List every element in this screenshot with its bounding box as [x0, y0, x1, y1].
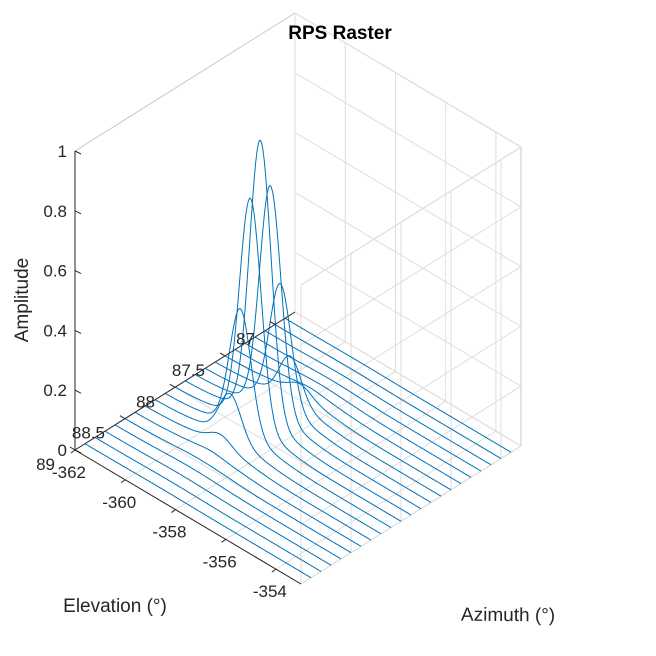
- y-tick-label: 87.5: [172, 361, 205, 380]
- x-gridline-floor: [124, 341, 346, 481]
- y-tick: [69, 446, 76, 451]
- chart-title: RPS Raster: [288, 23, 392, 44]
- x-tick: [271, 568, 277, 573]
- z-gridline-back: [294, 311, 522, 447]
- raster-trace: [274, 324, 502, 459]
- z-tick: [74, 210, 82, 215]
- z-tick: [74, 449, 82, 454]
- raster-trace: [224, 355, 452, 491]
- y-axis-label: Elevation (°): [63, 596, 167, 617]
- y-tick: [269, 321, 276, 325]
- x-tick: [171, 509, 176, 513]
- raster-trace: [104, 430, 332, 566]
- z-gridline-side: [300, 206, 522, 346]
- x-tick: [70, 449, 76, 454]
- z-tick: [74, 150, 82, 155]
- y-tick-label: 89: [36, 455, 55, 474]
- raster-trace: [164, 307, 392, 528]
- raster-trace: [284, 317, 512, 453]
- z-tick-label: 0.6: [43, 262, 67, 281]
- tick-labels: -362 -360 -358 -356 -354 87 87.5 88 88.5 890 0.2 0.…: [36, 142, 287, 601]
- x-tick-label: -358: [152, 523, 186, 542]
- grid-layer: [74, 12, 522, 585]
- raster-trace: [214, 355, 442, 497]
- z-tick: [74, 270, 82, 275]
- z-gridline-side: [300, 146, 522, 286]
- z-gridline-back: [294, 72, 522, 208]
- y-tick: [219, 352, 226, 357]
- raster-trace: [204, 282, 432, 503]
- raster-trace: [124, 418, 352, 554]
- x-tick: [221, 538, 226, 543]
- raster-trace: [234, 349, 462, 485]
- raster-trace: [84, 443, 312, 579]
- x-tick: [120, 479, 126, 484]
- x-tick-label: -362: [52, 463, 86, 482]
- z-gridline-side: [300, 266, 522, 406]
- x-tick-label: -356: [203, 552, 237, 571]
- y-tick-label: 87: [236, 330, 255, 349]
- z-gridline-side: [300, 325, 522, 465]
- x-gridline-floor: [175, 371, 396, 510]
- z-axis-label: Amplitude: [12, 258, 33, 343]
- z-tick-label: 1: [58, 142, 67, 161]
- z-tick: [74, 389, 82, 394]
- x-tick-label: -354: [253, 582, 287, 601]
- x-tick-label: -360: [102, 493, 136, 512]
- z-gridline-back: [294, 132, 522, 268]
- raster-trace: [134, 411, 362, 547]
- raster-trace: [244, 342, 472, 478]
- raster-trace: [144, 405, 372, 541]
- x-axis-label: Azimuth (°): [461, 605, 555, 627]
- raster-trace: [94, 436, 322, 572]
- y-axis-line: [74, 311, 296, 451]
- z-tick-label: 0.4: [43, 321, 67, 340]
- y-tick: [169, 383, 176, 388]
- y-tick-label: 88.5: [72, 424, 105, 443]
- z-tick-label: 0.2: [43, 381, 67, 400]
- z-gridline-back: [294, 12, 522, 148]
- raster-trace: [174, 197, 402, 522]
- z-gridline-back: [294, 191, 522, 327]
- box-edge: [74, 12, 296, 152]
- raster-trace: [264, 330, 492, 466]
- z-tick-label: 0.8: [43, 202, 67, 221]
- z-gridline-side: [300, 385, 522, 525]
- raster-trace: [114, 424, 342, 560]
- y-tick-label: 88: [136, 392, 155, 411]
- y-tick: [119, 415, 126, 420]
- z-tick-label: 0: [58, 441, 67, 460]
- axes-layer: [69, 150, 302, 585]
- z-tick: [74, 329, 82, 334]
- z-gridline-back: [294, 251, 522, 387]
- raster-traces: [84, 139, 512, 579]
- raster-trace: [154, 392, 382, 535]
- x-axis-line: [74, 449, 302, 585]
